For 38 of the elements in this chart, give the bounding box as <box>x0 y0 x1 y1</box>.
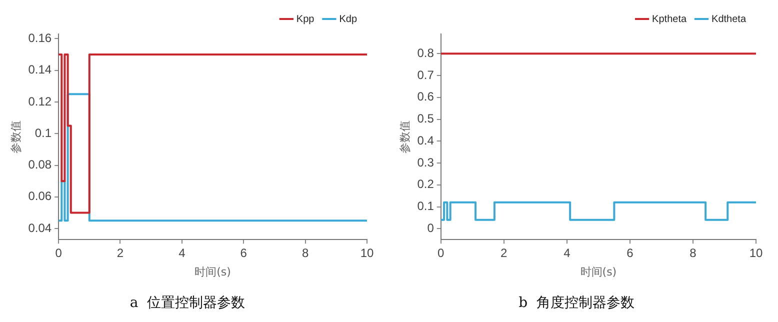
y-tick-label: 0.8 <box>417 46 434 60</box>
y-tick-label: 0.6 <box>417 90 434 104</box>
x-tick-label: 8 <box>302 246 309 260</box>
y-tick-label: 0.7 <box>417 68 434 82</box>
y-tick-label: 0.16 <box>28 31 52 46</box>
y-tick-label: 0.12 <box>28 94 52 108</box>
y-tick-label: 0.3 <box>417 155 434 170</box>
y-axis-title: 参数值 <box>398 120 412 154</box>
x-tick-label: 6 <box>626 246 634 260</box>
y-tick-label: 0.2 <box>417 177 434 192</box>
x-tick-label: 2 <box>116 246 124 260</box>
legend-label: Kdp <box>339 14 358 25</box>
y-tick-label: 0.1 <box>417 199 434 214</box>
x-tick-label: 4 <box>564 246 571 260</box>
y-tick-label: 0.5 <box>417 112 434 126</box>
y-tick-label: 0.4 <box>417 133 434 148</box>
x-axis-title: 时间(s) <box>194 265 231 278</box>
x-tick-label: 4 <box>178 246 186 260</box>
y-tick-label: 0.1 <box>34 126 52 140</box>
y-tick-label: 0.08 <box>28 158 52 172</box>
text: a 位置控制器参数 <box>130 295 246 312</box>
legend-label: Kptheta <box>652 14 687 25</box>
y-tick-label: 0.14 <box>28 62 52 77</box>
x-tick-label: 0 <box>438 246 445 260</box>
x-tick-label: 10 <box>749 246 763 260</box>
y-axis-title: 参数值 <box>9 120 22 154</box>
y-tick-label: 0.06 <box>28 189 52 204</box>
x-tick-label: 8 <box>690 246 697 260</box>
text: b 角度控制器参数 <box>518 295 634 312</box>
y-tick-label: 0 <box>427 220 434 235</box>
legend-label: Kpp <box>296 14 315 25</box>
x-tick-label: 10 <box>360 246 374 260</box>
x-tick-label: 2 <box>500 246 508 260</box>
legend-label: Kdtheta <box>712 14 746 25</box>
y-tick-label: 0.04 <box>28 220 52 235</box>
x-tick-label: 6 <box>240 246 248 260</box>
x-axis-title: 时间(s) <box>580 265 617 278</box>
x-tick-label: 0 <box>55 246 62 260</box>
